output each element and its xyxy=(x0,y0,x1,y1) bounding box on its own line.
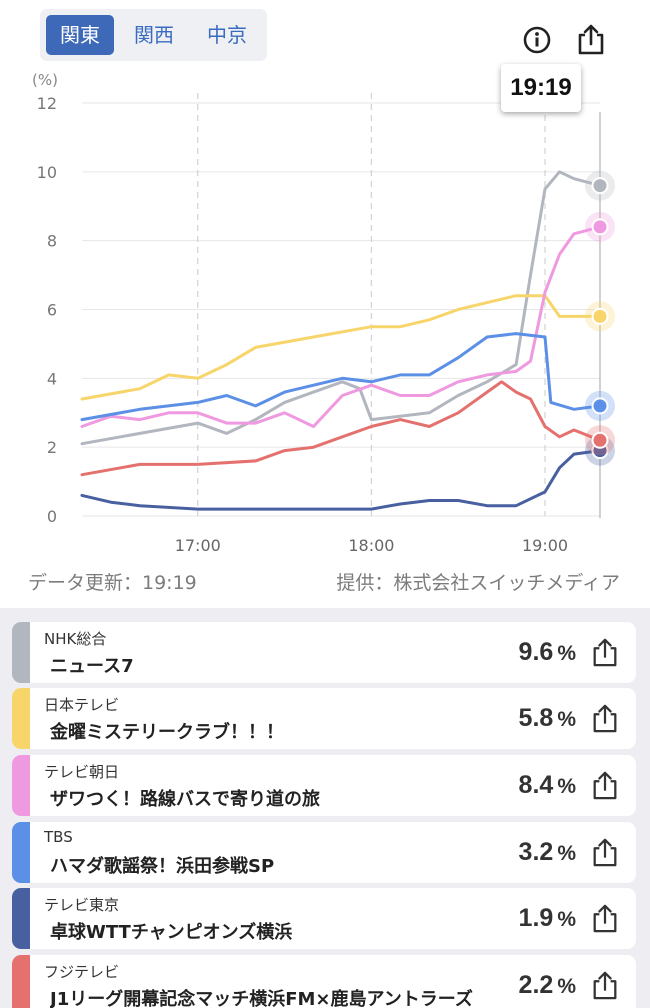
share-icon[interactable] xyxy=(590,836,620,868)
y-tick-label: 6 xyxy=(47,301,57,320)
y-tick-label: 12 xyxy=(37,94,57,113)
time-badge: 19:19 xyxy=(501,64,581,112)
program-list: NHK総合 ニュース7 9.6% 日本テレビ 金曜ミステリークラブ！！！ 5.8% テレビ朝… xyxy=(0,608,650,1008)
channel-color-stripe xyxy=(12,955,30,1008)
channel-name: TBS xyxy=(44,828,73,846)
series-line xyxy=(80,332,602,422)
series-line xyxy=(80,170,602,446)
program-card[interactable]: フジテレビ J1リーグ開幕記念マッチ横浜FM×鹿島アントラーズ 2.2% xyxy=(12,955,636,1008)
series-end-marker xyxy=(591,177,609,195)
rating-number: 1.9 xyxy=(518,904,554,932)
channel-name: フジテレビ xyxy=(44,963,120,981)
program-title: ニュース7 xyxy=(50,656,134,677)
rating-value: 5.8% xyxy=(519,704,576,733)
rating-number: 8.4 xyxy=(518,771,554,799)
series-end-marker xyxy=(591,431,609,449)
rating-number: 2.2 xyxy=(518,971,554,999)
channel-color-stripe xyxy=(12,888,30,949)
share-icon[interactable] xyxy=(575,22,607,56)
rating-unit: % xyxy=(557,975,576,998)
program-title: J1リーグ開幕記念マッチ横浜FM×鹿島アントラーズ xyxy=(50,989,473,1008)
share-icon[interactable] xyxy=(590,769,620,801)
rating-unit: % xyxy=(557,642,576,665)
update-time: データ更新：19:19 xyxy=(28,572,197,594)
y-tick-label: 8 xyxy=(47,232,57,251)
y-tick-label: 0 xyxy=(47,507,57,526)
rating-unit: % xyxy=(557,908,576,931)
channel-name: 日本テレビ xyxy=(44,696,120,714)
program-card[interactable]: TBS ハマダ歌謡祭！浜田参戦SP 3.2% xyxy=(12,822,636,883)
rating-value: 3.2% xyxy=(519,838,576,867)
series-line xyxy=(80,380,602,477)
x-tick-label: 17:00 xyxy=(175,536,221,555)
series-end-marker xyxy=(591,397,609,415)
series-line xyxy=(80,225,602,428)
series-end-marker xyxy=(591,218,609,236)
ratings-line-chart: (%) 0 2 4 6 8 10 12 17:00 18:00 19:00 xyxy=(32,71,615,555)
program-card[interactable]: NHK総合ニュース7 9.6% xyxy=(12,622,636,683)
tab-chukyo[interactable]: 中京 xyxy=(207,23,247,47)
program-title: 卓球WTTチャンピオンズ横浜 xyxy=(50,922,293,943)
rating-value: 9.6% xyxy=(519,638,576,667)
provider-credit: 提供：株式会社スイッチメディア xyxy=(336,572,620,594)
y-tick-label: 10 xyxy=(37,163,57,182)
series-line xyxy=(80,294,602,401)
y-tick-label: 4 xyxy=(47,369,57,388)
tab-kanto[interactable]: 関東 xyxy=(46,15,114,55)
channel-color-stripe xyxy=(12,755,30,816)
rating-value: 1.9% xyxy=(519,904,576,933)
rating-number: 5.8 xyxy=(518,704,554,732)
share-icon[interactable] xyxy=(590,702,620,734)
rating-unit: % xyxy=(557,708,576,731)
rating-number: 3.2 xyxy=(518,838,554,866)
channel-color-stripe xyxy=(12,822,30,883)
program-title: ザワつく！路線バスで寄り道の旅 xyxy=(50,789,320,810)
channel-name: テレビ東京 xyxy=(44,896,120,914)
tab-kansai[interactable]: 関西 xyxy=(134,23,174,47)
rating-value: 8.4% xyxy=(519,771,576,800)
share-icon[interactable] xyxy=(590,902,620,934)
channel-color-stripe xyxy=(12,688,30,749)
rating-value: 2.2% xyxy=(519,971,576,1000)
share-icon[interactable] xyxy=(590,969,620,1001)
channel-name: NHK総合 xyxy=(44,630,107,648)
chart-panel: 関東 関西 中京 (%) 0 2 4 6 8 10 12 17:00 18:00 19:00 19:… xyxy=(28,9,620,594)
region-tabs: 関東 関西 中京 xyxy=(40,9,267,61)
channel-name: テレビ朝日 xyxy=(44,763,120,781)
info-icon[interactable] xyxy=(521,22,553,56)
series-end-marker xyxy=(591,307,609,325)
y-tick-label: 2 xyxy=(47,438,57,457)
rating-unit: % xyxy=(557,842,576,865)
rating-number: 9.6 xyxy=(518,638,554,666)
share-icon[interactable] xyxy=(590,636,620,668)
rating-unit: % xyxy=(557,775,576,798)
program-title: 金曜ミステリークラブ！！！ xyxy=(50,722,284,743)
y-axis-unit: (%) xyxy=(32,71,58,89)
x-tick-label: 19:00 xyxy=(522,536,568,555)
program-card[interactable]: テレビ朝日ザワつく！路線バスで寄り道の旅 8.4% xyxy=(12,755,636,816)
program-title: ハマダ歌謡祭！浜田参戦SP xyxy=(50,856,275,877)
x-tick-label: 18:00 xyxy=(348,536,394,555)
series-line xyxy=(80,449,602,511)
channel-color-stripe xyxy=(12,622,30,683)
program-card[interactable]: テレビ東京卓球WTTチャンピオンズ横浜 1.9% xyxy=(12,888,636,949)
program-card[interactable]: 日本テレビ金曜ミステリークラブ！！！ 5.8% xyxy=(12,688,636,749)
